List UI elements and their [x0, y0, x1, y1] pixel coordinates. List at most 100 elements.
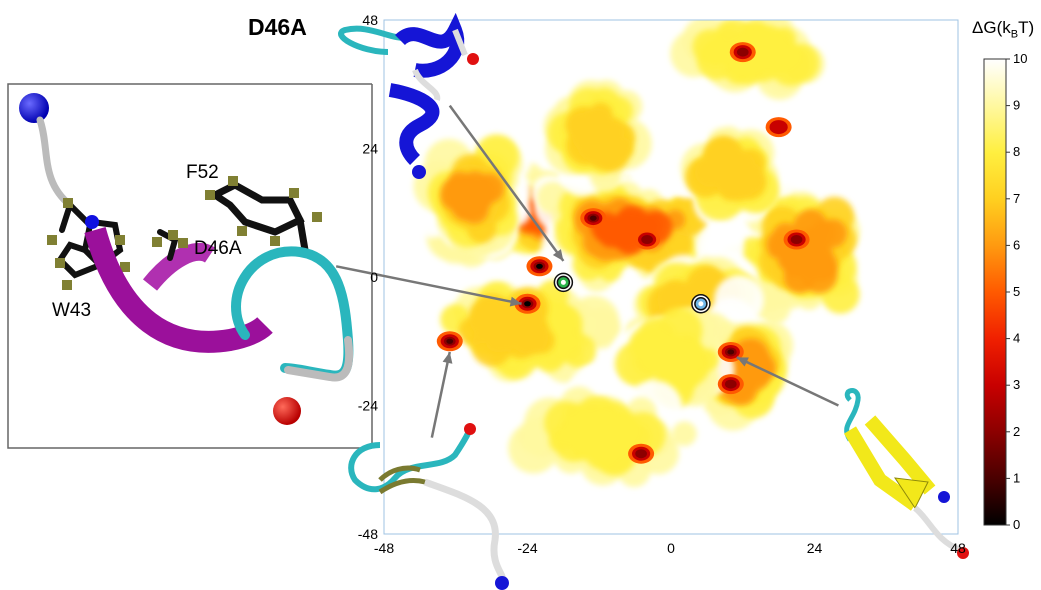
energy-cell [767, 240, 786, 259]
y-tick-label: -24 [358, 398, 378, 414]
arrow-head-icon [509, 296, 522, 307]
energy-cell [571, 121, 602, 152]
residue-d46a-hydrogens [152, 230, 188, 248]
energy-blob [685, 135, 767, 202]
coil-segment-top [338, 25, 411, 55]
c-terminus-dot-bottom-icon [464, 423, 476, 435]
arrow-shaft [335, 265, 522, 305]
energy-blob [439, 171, 505, 224]
strand-arrow-icon [893, 477, 929, 509]
strand-right-1 [843, 426, 920, 511]
reference-marker-core [560, 279, 566, 285]
reference-marker-core [698, 301, 704, 307]
helix-ribbon-top [142, 242, 215, 291]
c-terminus-dot-right-icon [957, 547, 969, 559]
colorbar-tick-label: 1 [1013, 470, 1020, 485]
colorbar-tick-label: 0 [1013, 517, 1020, 532]
structure-helix-top [338, 12, 479, 179]
coil-bottom-tail [423, 478, 506, 582]
energy-well [589, 215, 597, 221]
inset-frame [7, 83, 372, 449]
residue-f52-hydrogens [205, 176, 322, 246]
x-tick-label: 24 [807, 540, 823, 556]
n-terminus-dot-right-icon [938, 491, 950, 503]
colorbar-title: ΔG(kBT) [972, 18, 1034, 40]
x-tick-label: -48 [374, 540, 394, 556]
label-d46a: D46A [194, 238, 242, 259]
coil-segment [36, 116, 74, 209]
energy-cell [488, 323, 513, 348]
energy-well [739, 49, 747, 55]
coil-middle [412, 68, 441, 101]
x-axis-ticks: -48 -24 0 24 48 [374, 540, 966, 556]
energy-well [727, 349, 735, 355]
residue-w43-hydrogens [47, 198, 130, 290]
energy-blob [766, 209, 848, 294]
coil-bottom-cyan [348, 427, 473, 493]
energy-well [524, 301, 531, 307]
arrow-shaft [448, 104, 565, 262]
colorbar-tick-label: 2 [1013, 424, 1020, 439]
turn-segment [231, 246, 354, 381]
arrow-head-icon [552, 249, 564, 261]
energy-cell [554, 333, 584, 363]
c-terminus-dot-icon [467, 53, 479, 65]
colorbar-bar [983, 58, 1007, 526]
helix-ribbon [84, 227, 273, 353]
structure-hairpin-right [843, 388, 969, 559]
energy-cell [717, 145, 746, 174]
energy-cell [783, 261, 816, 294]
colorbar-title-main: ΔG(k [972, 18, 1011, 37]
energy-cell [508, 422, 560, 474]
n-terminus-ball-icon [19, 93, 49, 123]
y-tick-label: -48 [358, 526, 378, 542]
n-terminus-dot-icon [412, 165, 426, 179]
colorbar: 0 1 2 3 4 5 6 7 8 9 10 [983, 51, 1027, 532]
energy-well [536, 263, 543, 269]
structure-inset: F52 D46A W43 [7, 83, 373, 449]
colorbar-title-end: T) [1018, 18, 1035, 37]
label-w43: W43 [52, 300, 91, 321]
energy-well [637, 451, 645, 457]
reference-markers [553, 272, 711, 314]
energy-cell [668, 333, 703, 367]
energy-cell [775, 393, 806, 424]
colorbar-tick-label: 5 [1013, 284, 1020, 299]
y-tick-label: 0 [370, 269, 378, 285]
colorbar-tick-label: 3 [1013, 377, 1020, 392]
colorbar-tick-label: 7 [1013, 191, 1020, 206]
energy-blob [458, 287, 555, 367]
y-axis-ticks: 48 24 0 -24 -48 [358, 12, 378, 542]
colorbar-tick-label: 10 [1013, 51, 1027, 66]
structure-coil-bottom [348, 423, 509, 590]
x-tick-label: 48 [950, 540, 966, 556]
arrow-head-icon [442, 351, 453, 364]
energy-cell [452, 197, 475, 220]
strand-right-2 [864, 415, 936, 495]
energy-cell [571, 409, 608, 445]
colorbar-tick-label: 9 [1013, 98, 1020, 113]
arrow-shaft [736, 356, 839, 407]
coil-top-tail [452, 28, 468, 57]
turn-right-cyan [844, 388, 861, 442]
c-terminus-ball-icon [273, 397, 301, 425]
n-terminus-dot-bottom-icon [495, 576, 509, 590]
energy-cell [672, 421, 697, 447]
energy-cell [714, 275, 764, 325]
y-tick-label: 24 [362, 141, 378, 157]
chart-title: D46A [248, 14, 307, 40]
energy-cell [636, 325, 672, 361]
colorbar-tick-label: 6 [1013, 237, 1020, 252]
colorbar-ticks: 0 1 2 3 4 5 6 7 8 9 10 [1006, 51, 1027, 532]
energy-cell [818, 219, 848, 248]
energy-blob [565, 102, 636, 172]
energy-well [775, 124, 783, 130]
colorbar-tick-label: 8 [1013, 144, 1020, 159]
residue-f52-sticks [208, 181, 309, 254]
helix-lower-ribbon [388, 83, 440, 165]
energy-cell [599, 423, 630, 454]
colorbar-title-sub: B [1010, 28, 1019, 41]
energy-cell [769, 44, 812, 87]
nitrogen-atom-icon [85, 215, 99, 229]
